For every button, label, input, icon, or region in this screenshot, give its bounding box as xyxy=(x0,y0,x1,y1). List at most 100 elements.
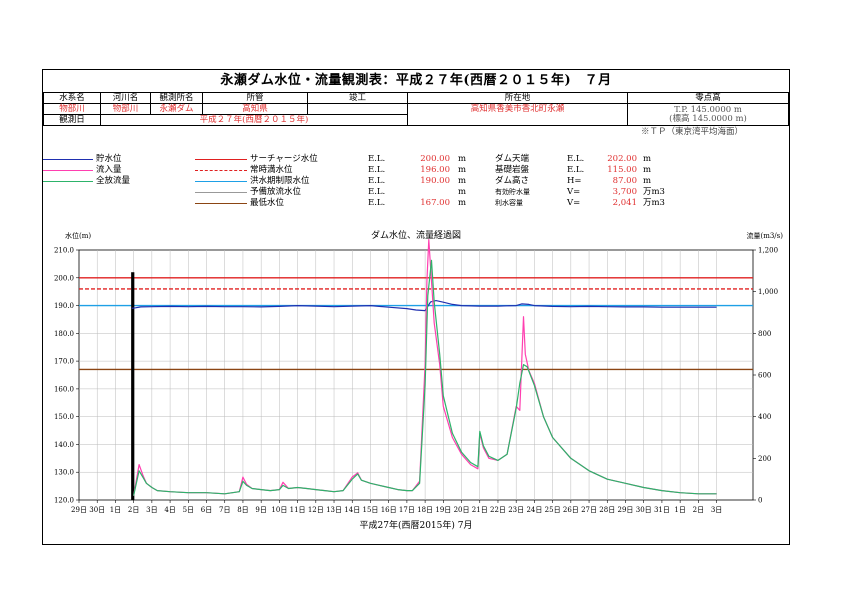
y-tick-label: 140.0 xyxy=(54,441,74,449)
y-tick-label: 190.0 xyxy=(54,302,74,310)
start-marker-bar xyxy=(131,272,135,500)
period-value: 平成２７年(西暦２０１５年) xyxy=(100,114,408,126)
x-tick-label: 29日 xyxy=(618,506,634,514)
zero-height-tp: T.P. 145.0000 m xyxy=(674,104,742,115)
legend-label: サーチャージ水位 xyxy=(250,154,318,164)
y-tick-label: 160.0 xyxy=(54,385,74,393)
legend-inflow: 流入量 xyxy=(43,165,122,176)
x-tick-label: 4日 xyxy=(164,506,175,514)
x-tick-label: 7日 xyxy=(219,506,230,514)
x-tick-label: 2日 xyxy=(128,506,139,514)
x-tick-label: 15日 xyxy=(362,506,378,514)
y2-tick-label: 200 xyxy=(758,455,771,463)
x-axis-label: 平成27年(西暦2015年) 7月 xyxy=(360,519,473,531)
x-tick-label: 14日 xyxy=(344,506,360,514)
x-tick-label: 1日 xyxy=(674,506,685,514)
x-tick-label: 25日 xyxy=(545,506,561,514)
y2-tick-label: 400 xyxy=(758,413,771,421)
dam-spec-value-unit: m xyxy=(643,165,652,175)
legend-label: 全放流量 xyxy=(96,176,131,186)
legend-label: 流入量 xyxy=(96,165,122,175)
x-tick-label: 18日 xyxy=(417,506,433,514)
x-tick-label: 21日 xyxy=(472,506,488,514)
value-zero-height: T.P. 145.0000 m (標高 145.0000 m) xyxy=(627,103,789,126)
dam-spec-value-unit: 万m3 xyxy=(643,198,665,208)
x-tick-label: 3日 xyxy=(711,506,722,514)
x-tick-label: 20日 xyxy=(454,506,470,514)
dam-spec-value: 2,041 xyxy=(612,198,637,208)
series-line-1 xyxy=(133,239,717,496)
series-line-2 xyxy=(133,259,717,496)
dam-spec-unit: V= xyxy=(567,187,581,197)
dam-spec-2: ダム高さ H= 87.00 m xyxy=(495,176,651,187)
x-tick-label: 12日 xyxy=(308,506,324,514)
plot-area xyxy=(78,249,754,501)
legend-value-unit: m xyxy=(458,198,467,208)
x-tick-label: 17日 xyxy=(399,506,415,514)
water-level-flow-chart: 120.0 130.0 140.0 150.0 160.0 170.0 180.0 190.0… xyxy=(54,229,783,531)
legend-label: 洪水期制限水位 xyxy=(250,176,310,186)
legend-swatch xyxy=(195,181,247,182)
legend-label: 常時満水位 xyxy=(250,165,293,175)
legend-value-unit: m xyxy=(458,187,467,197)
legend-level-3: 予備放流水位 E.L. m xyxy=(195,187,466,198)
y2-tick-label: 600 xyxy=(758,372,771,380)
dam-spec-value: 115.00 xyxy=(607,165,637,175)
legend: 貯水位 流入量 全放流量 サーチャージ水位 E.L. 200.00 m 常時満水位 E.L… xyxy=(43,154,789,214)
y2-tick-label: 0 xyxy=(758,497,762,505)
legend-swatch xyxy=(195,203,247,204)
legend-unit: E.L. xyxy=(368,198,386,208)
legend-value: 196.00 xyxy=(420,165,450,175)
x-tick-label: 13日 xyxy=(326,506,342,514)
dam-spec-label: 利水容量 xyxy=(495,199,523,207)
y2-tick-label: 1,000 xyxy=(758,288,778,296)
legend-value: 167.00 xyxy=(420,198,450,208)
x-tick-label: 29日 xyxy=(71,506,87,514)
dam-spec-3: 有効貯水量 V= 3,700 万m3 xyxy=(495,187,665,198)
tp-note: ※ＴＰ（東京湾平均海面） xyxy=(641,127,744,137)
x-tick-label: 24日 xyxy=(526,506,542,514)
x-tick-label: 30日 xyxy=(636,506,652,514)
legend-value: 190.00 xyxy=(420,176,450,186)
x-tick-label: 23日 xyxy=(508,506,524,514)
x-tick-label: 9日 xyxy=(255,506,266,514)
legend-level-1: 常時満水位 E.L. 196.00 m xyxy=(195,165,466,176)
legend-value-unit: m xyxy=(458,154,467,164)
x-tick-label: 5日 xyxy=(183,506,194,514)
dam-spec-value-unit: m xyxy=(643,154,652,164)
legend-swatch xyxy=(43,181,93,182)
dam-spec-unit: V= xyxy=(567,198,581,208)
y-tick-label: 120.0 xyxy=(54,497,74,505)
legend-swatch xyxy=(43,170,93,171)
dam-spec-label: ダム高さ xyxy=(495,176,530,186)
info-table: 水系名 河川名 観測所名 所管 竣工 所在地 零点高 物部川 物部川 永瀬ダム … xyxy=(43,92,789,126)
x-tick-label: 19日 xyxy=(435,506,451,514)
legend-value-unit: m xyxy=(458,176,467,186)
x-tick-label: 10日 xyxy=(271,506,287,514)
dam-spec-label: 有効貯水量 xyxy=(495,188,530,196)
x-tick-label: 16日 xyxy=(381,506,397,514)
x-tick-label: 6日 xyxy=(201,506,212,514)
x-tick-label: 11日 xyxy=(290,506,306,514)
legend-unit: E.L. xyxy=(368,154,386,164)
legend-label: 貯水位 xyxy=(96,154,122,164)
x-tick-label: 3日 xyxy=(146,506,157,514)
legend-storage-level: 貯水位 xyxy=(43,154,122,165)
y-tick-label: 170.0 xyxy=(54,358,74,366)
x-tick-label: 30日 xyxy=(89,506,105,514)
legend-swatch xyxy=(195,192,247,193)
legend-label: 最低水位 xyxy=(250,198,285,208)
dam-spec-value-unit: 万m3 xyxy=(643,187,665,197)
legend-level-0: サーチャージ水位 E.L. 200.00 m xyxy=(195,154,466,165)
legend-value-unit: m xyxy=(458,165,467,175)
x-tick-label: 22日 xyxy=(490,506,506,514)
dam-spec-label: ダム天端 xyxy=(495,154,530,164)
y2-axis-label: 流量(m3/s) xyxy=(746,231,783,240)
x-tick-label: 8日 xyxy=(237,506,248,514)
legend-level-4: 最低水位 E.L. 167.00 m xyxy=(195,198,466,209)
y-tick-label: 210.0 xyxy=(54,247,74,255)
x-tick-label: 1日 xyxy=(110,506,121,514)
dam-spec-unit: E.L. xyxy=(567,165,585,175)
x-tick-label: 2日 xyxy=(693,506,704,514)
chart-title: ダム水位、流量経過図 xyxy=(371,229,461,241)
